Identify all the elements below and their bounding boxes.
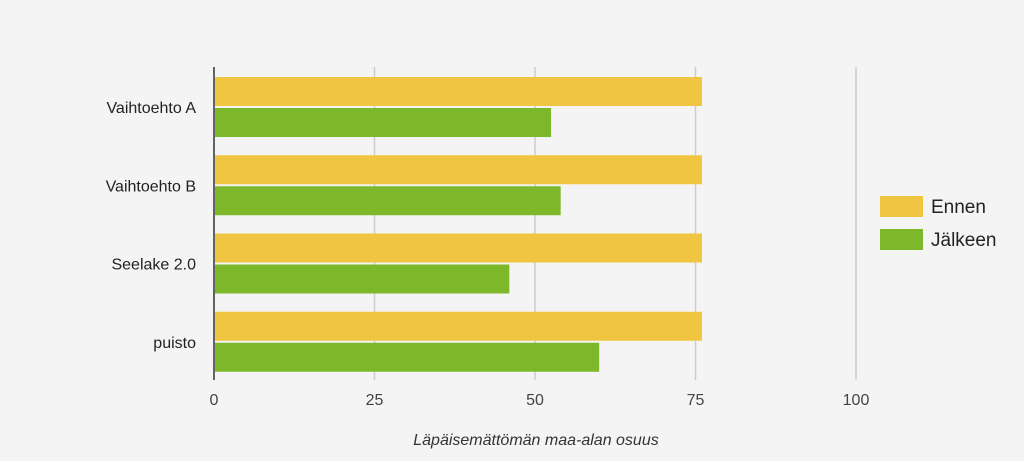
x-tick-label: 0 — [210, 392, 219, 409]
bar-jalkeen — [215, 108, 552, 137]
x-tick-label: 25 — [366, 392, 384, 409]
legend-swatch — [880, 196, 923, 217]
bar-ennen — [215, 155, 702, 185]
category-label: Vaihtoehto A — [106, 100, 196, 117]
bar-ennen — [215, 233, 702, 263]
bar-jalkeen — [215, 264, 510, 294]
x-axis-title: Läpäisemättömän maa-alan osuus — [413, 432, 658, 449]
x-tick-labels: 0 25 50 75 100 — [210, 392, 870, 409]
legend: Ennen Jälkeen — [880, 196, 997, 251]
bar-ennen — [215, 77, 702, 106]
bar-jalkeen — [215, 186, 561, 216]
x-tick-label: 50 — [526, 392, 544, 409]
x-tick-label: 100 — [843, 392, 870, 409]
category-labels: Vaihtoehto A Vaihtoehto B Seelake 2.0 puist… — [106, 100, 197, 352]
bars — [215, 77, 702, 372]
category-label: puisto — [153, 335, 196, 352]
category-label: Vaihtoehto B — [106, 178, 196, 195]
legend-swatch — [880, 229, 923, 250]
legend-label: Ennen — [931, 197, 986, 218]
bar-ennen — [215, 311, 702, 341]
legend-label: Jälkeen — [931, 230, 997, 251]
bar-jalkeen — [215, 342, 600, 372]
category-label: Seelake 2.0 — [111, 257, 196, 274]
x-tick-label: 75 — [687, 392, 705, 409]
